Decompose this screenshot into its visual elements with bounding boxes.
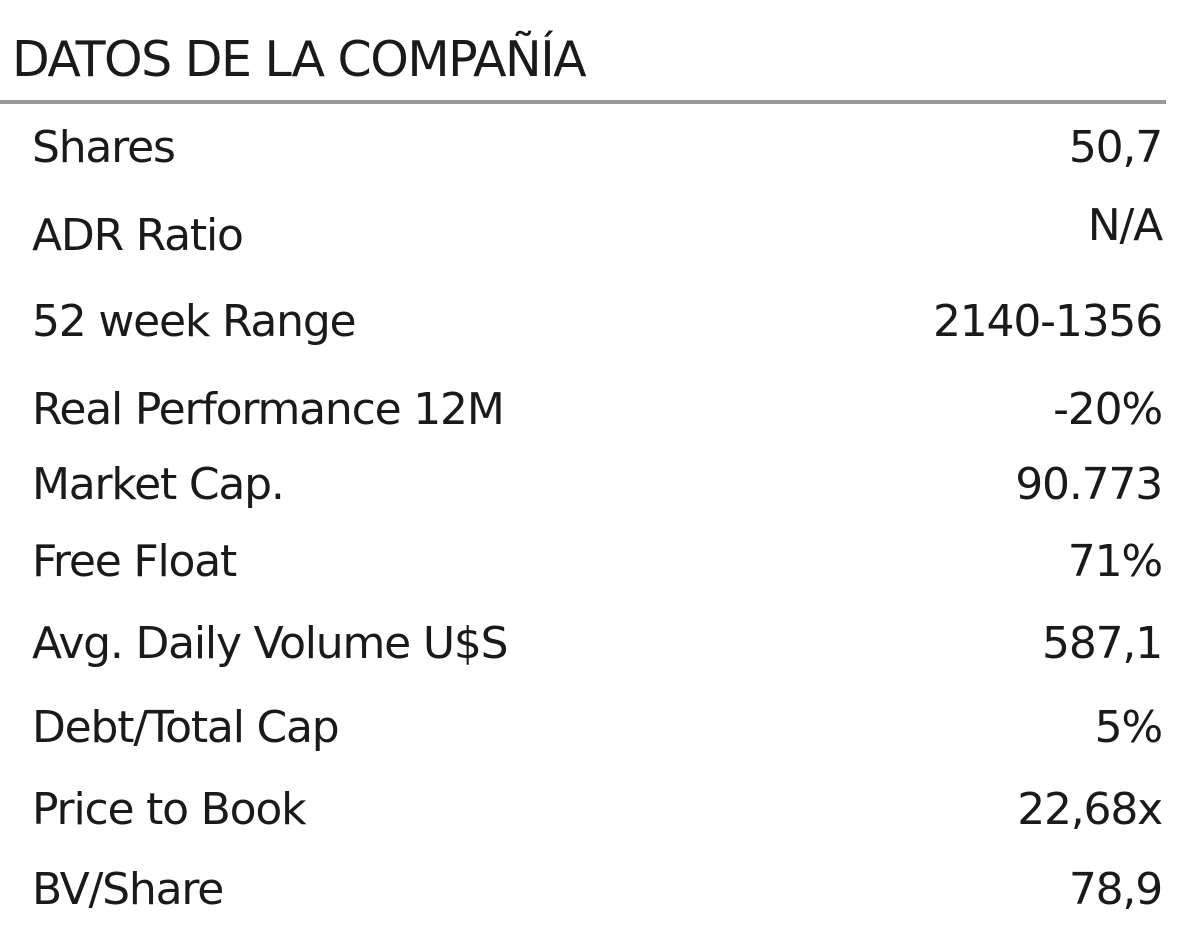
data-row-market-cap: Market Cap. 90.773	[32, 455, 1163, 515]
data-row-52-week-range: 52 week Range 2140-1356	[32, 292, 1163, 352]
title-divider	[0, 100, 1166, 104]
row-value: 22,68x	[1017, 784, 1163, 835]
row-value: 50,7	[1068, 122, 1163, 173]
row-value: -20%	[1053, 384, 1163, 435]
row-label: Real Performance 12M	[32, 384, 505, 435]
panel-title: DATOS DE LA COMPAÑÍA	[12, 31, 587, 88]
row-label: Price to Book	[32, 784, 307, 835]
row-label: Free Float	[32, 536, 237, 587]
data-row-shares: Shares 50,7	[32, 118, 1163, 178]
row-value: 90.773	[1015, 459, 1163, 510]
row-label: BV/Share	[32, 864, 224, 915]
row-value: N/A	[1087, 200, 1163, 251]
data-row-free-float: Free Float 71%	[32, 532, 1163, 592]
data-row-bv-share: BV/Share 78,9	[32, 860, 1163, 920]
data-row-avg-daily-volume: Avg. Daily Volume U$S 587,1	[32, 614, 1163, 674]
row-value: 587,1	[1042, 618, 1163, 669]
row-label: Shares	[32, 122, 176, 173]
row-label: Debt/Total Cap	[32, 702, 340, 753]
row-value: 2140-1356	[932, 296, 1163, 347]
row-value: 71%	[1067, 536, 1163, 587]
row-value: 5%	[1094, 702, 1164, 753]
row-value: 78,9	[1068, 864, 1163, 915]
row-label: Market Cap.	[32, 459, 285, 510]
data-row-debt-total-cap: Debt/Total Cap 5%	[32, 698, 1164, 758]
data-row-adr-ratio: ADR Ratio N/A	[32, 200, 1163, 262]
data-row-real-performance: Real Performance 12M -20%	[32, 380, 1163, 440]
row-label: Avg. Daily Volume U$S	[32, 618, 509, 669]
row-label: 52 week Range	[32, 296, 357, 347]
row-label: ADR Ratio	[32, 210, 244, 261]
data-row-price-to-book: Price to Book 22,68x	[32, 780, 1163, 840]
